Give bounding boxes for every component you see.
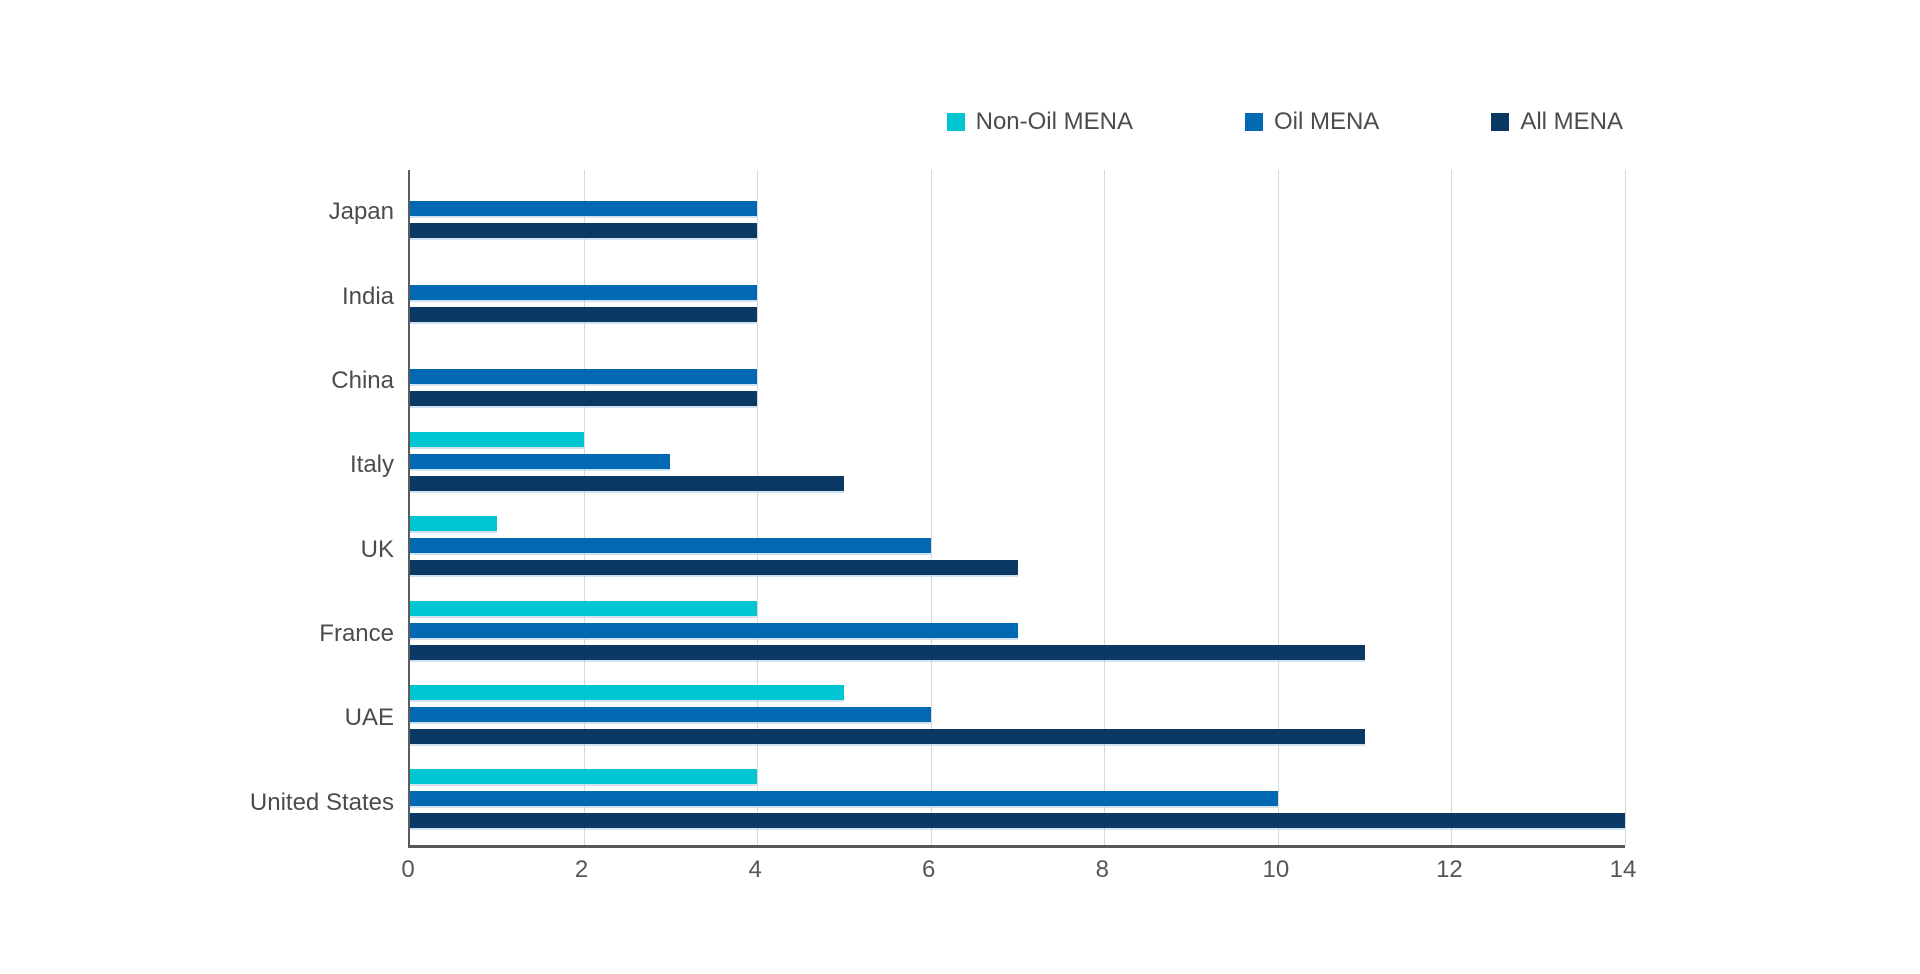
x-tick-label-12: 12 xyxy=(1436,856,1463,883)
gridline-x-8 xyxy=(1104,170,1106,845)
bar-oil-mena-france xyxy=(410,622,1018,638)
legend-item-all-mena[interactable]: All MENA xyxy=(1491,110,1623,134)
x-tick-label-4: 4 xyxy=(748,856,762,883)
bar-row-all-mena-india xyxy=(410,307,1625,323)
bar-row-all-mena-uk xyxy=(410,560,1625,576)
bar-oil-mena-united-states xyxy=(410,791,1278,807)
gridline-x-10 xyxy=(1277,170,1279,845)
bar-row-all-mena-italy xyxy=(410,475,1625,491)
bar-oil-mena-italy xyxy=(410,453,671,469)
bar-row-non-oil-mena-united-states xyxy=(410,769,1625,785)
bar-group-india xyxy=(410,254,1625,338)
bar-oil-mena-india xyxy=(410,285,758,301)
bar-row-oil-mena-united-states xyxy=(410,791,1625,807)
bar-row-oil-mena-uk xyxy=(410,538,1625,554)
bar-row-non-oil-mena-china xyxy=(410,347,1625,362)
y-axis-label-india: India xyxy=(341,282,394,310)
bar-row-non-oil-mena-france xyxy=(410,600,1625,616)
gridline-x-12 xyxy=(1451,170,1453,845)
bar-row-all-mena-uae xyxy=(410,728,1625,744)
bar-row-oil-mena-uae xyxy=(410,706,1625,722)
chart-legend: Non-Oil MENA Oil MENA All MENA xyxy=(946,108,1623,135)
bar-row-all-mena-japan xyxy=(410,222,1625,238)
y-axis-label-france: France xyxy=(319,620,394,648)
bar-non-oil-mena-italy xyxy=(410,431,584,447)
bar-row-oil-mena-japan xyxy=(410,200,1625,216)
bar-group-italy xyxy=(410,423,1625,507)
plot-area xyxy=(408,170,1626,848)
legend-swatch-icon-all-mena xyxy=(1491,113,1510,131)
bar-group-china xyxy=(410,339,1625,423)
bar-row-oil-mena-china xyxy=(410,369,1625,385)
bar-row-oil-mena-italy xyxy=(410,453,1625,469)
bar-non-oil-mena-uk xyxy=(410,516,497,532)
x-tick-label-0: 0 xyxy=(401,856,415,883)
x-tick-label-2: 2 xyxy=(574,856,589,883)
x-tick-label-8: 8 xyxy=(1095,856,1109,883)
bar-all-mena-uk xyxy=(410,560,1018,576)
x-tick-label-10: 10 xyxy=(1262,856,1290,883)
bar-all-mena-japan xyxy=(410,222,758,238)
bar-all-mena-india xyxy=(410,307,758,323)
bar-all-mena-china xyxy=(410,391,758,407)
legend-swatch-icon-non-oil-mena xyxy=(946,113,965,131)
bar-row-all-mena-china xyxy=(410,391,1625,407)
bar-oil-mena-uk xyxy=(410,538,931,554)
bar-group-japan xyxy=(410,170,1625,254)
gridline-x-14 xyxy=(1625,170,1626,845)
bar-row-non-oil-mena-uae xyxy=(410,684,1625,700)
bar-all-mena-france xyxy=(410,644,1365,660)
legend-label-all-mena: All MENA xyxy=(1520,108,1623,135)
bar-group-united-states xyxy=(410,761,1625,845)
y-axis-label-italy: Italy xyxy=(349,451,394,479)
bar-row-non-oil-mena-japan xyxy=(410,179,1625,194)
bar-group-france xyxy=(410,592,1625,676)
bar-group-uae xyxy=(410,676,1625,760)
bar-row-oil-mena-india xyxy=(410,285,1625,301)
legend-swatch-icon-oil-mena xyxy=(1244,113,1263,131)
bar-row-non-oil-mena-uk xyxy=(410,516,1625,532)
bar-non-oil-mena-united-states xyxy=(410,769,758,785)
bar-oil-mena-uae xyxy=(410,706,931,722)
bar-row-non-oil-mena-india xyxy=(410,263,1625,278)
legend-item-non-oil-mena[interactable]: Non-Oil MENA xyxy=(946,108,1133,135)
gridline-x-6 xyxy=(930,170,932,845)
bar-non-oil-mena-uae xyxy=(410,684,844,700)
gridline-x-4 xyxy=(757,170,759,845)
bar-row-all-mena-united-states xyxy=(410,813,1625,829)
bar-oil-mena-japan xyxy=(410,200,758,216)
y-axis-label-united-states: United States xyxy=(249,788,394,816)
y-axis-label-uk: UK xyxy=(360,535,394,563)
x-tick-label-14: 14 xyxy=(1609,856,1637,883)
x-tick-label-6: 6 xyxy=(922,856,936,883)
bar-all-mena-united-states xyxy=(410,813,1625,829)
bar-row-all-mena-france xyxy=(410,644,1625,660)
y-axis-label-uae: UAE xyxy=(344,704,394,732)
bar-all-mena-uae xyxy=(410,728,1365,744)
bar-group-uk xyxy=(410,508,1625,592)
bar-non-oil-mena-france xyxy=(410,600,758,616)
bar-all-mena-italy xyxy=(410,475,844,491)
bar-row-oil-mena-france xyxy=(410,622,1625,638)
legend-label-non-oil-mena: Non-Oil MENA xyxy=(975,108,1133,135)
legend-item-oil-mena[interactable]: Oil MENA xyxy=(1244,108,1380,135)
gridline-x-2 xyxy=(583,170,585,845)
bar-oil-mena-china xyxy=(410,369,758,385)
y-axis-label-china: China xyxy=(331,366,394,394)
bar-row-non-oil-mena-italy xyxy=(410,431,1625,447)
legend-label-oil-mena: Oil MENA xyxy=(1273,108,1380,135)
y-axis-label-japan: Japan xyxy=(328,198,394,226)
